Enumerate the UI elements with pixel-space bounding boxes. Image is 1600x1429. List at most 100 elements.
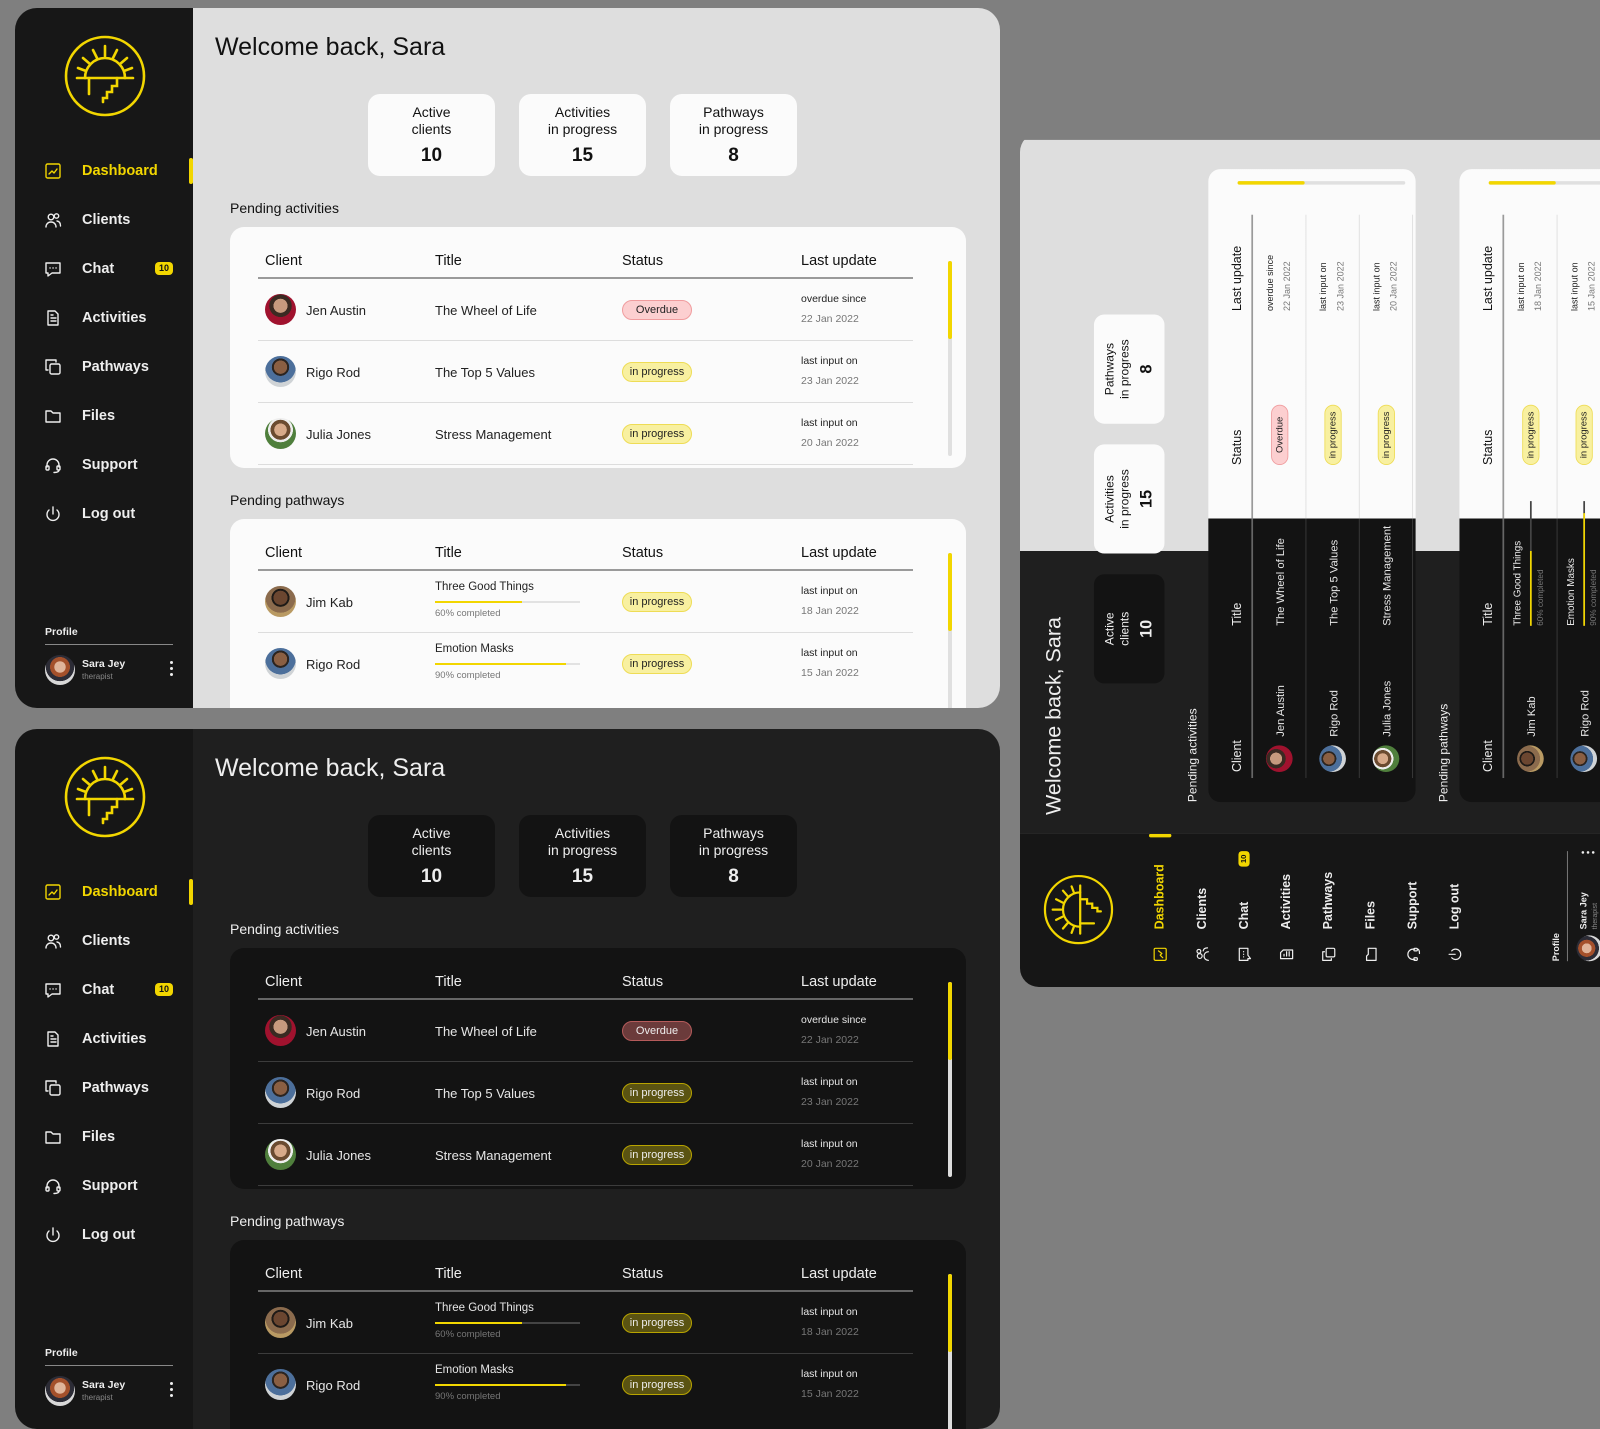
more-options-icon[interactable] xyxy=(167,1380,177,1400)
column-header[interactable]: Client xyxy=(265,253,302,269)
client-avatar xyxy=(1517,745,1544,772)
profile-avatar[interactable] xyxy=(45,1376,75,1406)
sidebar-item-support[interactable]: Support xyxy=(15,447,193,483)
sidebar-item-pathways[interactable]: Pathways xyxy=(15,349,193,385)
column-header[interactable]: Title xyxy=(1482,603,1496,626)
column-header[interactable]: Title xyxy=(435,253,462,269)
sidebar-item-support[interactable]: Support xyxy=(1398,834,1429,987)
sidebar-item-log-out[interactable]: Log out xyxy=(15,496,193,532)
sidebar-item-clients[interactable]: Clients xyxy=(15,202,193,238)
sidebar-item-support[interactable]: Support xyxy=(15,1168,193,1204)
scrollbar-thumb[interactable] xyxy=(948,261,952,339)
sidebar-item-log-out[interactable]: Log out xyxy=(1440,834,1471,987)
sidebar-item-activities[interactable]: Activities xyxy=(15,300,193,336)
column-header[interactable]: Status xyxy=(1482,430,1496,465)
column-header[interactable]: Last update xyxy=(1231,246,1245,311)
scrollbar-thumb[interactable] xyxy=(1489,181,1556,184)
more-options-icon[interactable] xyxy=(1580,848,1597,857)
column-header[interactable]: Last update xyxy=(1482,246,1496,311)
sidebar-item-label: Dashboard xyxy=(82,884,158,900)
profile-avatar[interactable] xyxy=(45,655,75,685)
scrollbar-thumb[interactable] xyxy=(948,553,952,631)
sidebar-item-pathways[interactable]: Pathways xyxy=(1313,834,1344,987)
sidebar-item-log-out[interactable]: Log out xyxy=(15,1217,193,1253)
column-header[interactable]: Last update xyxy=(801,1266,877,1282)
column-header[interactable]: Title xyxy=(435,974,462,990)
sidebar-item-clients[interactable]: Clients xyxy=(1187,834,1218,987)
scrollbar-thumb[interactable] xyxy=(1238,181,1305,184)
status-badge: in progress xyxy=(1576,405,1593,465)
sidebar-item-files[interactable]: Files xyxy=(15,398,193,434)
column-header[interactable]: Title xyxy=(435,1266,462,1282)
column-header[interactable]: Status xyxy=(622,253,663,269)
scrollbar[interactable] xyxy=(948,1274,952,1429)
scrollbar[interactable] xyxy=(948,261,952,456)
column-header[interactable]: Status xyxy=(1231,430,1245,465)
scrollbar[interactable] xyxy=(1238,181,1406,184)
profile-avatar[interactable] xyxy=(1576,935,1600,961)
more-options-icon[interactable] xyxy=(167,659,177,679)
sidebar-item-dashboard[interactable]: Dashboard xyxy=(15,153,193,189)
sun-head-logo xyxy=(1042,873,1114,945)
client-name: Rigo Rod xyxy=(306,657,360,672)
stat-label: Activities xyxy=(555,104,610,120)
column-header[interactable]: Title xyxy=(1231,603,1245,626)
column-header[interactable]: Client xyxy=(265,974,302,990)
sidebar-item-activities[interactable]: Activities xyxy=(15,1021,193,1057)
sidebar-item-dashboard[interactable]: Dashboard xyxy=(1145,834,1176,987)
scrollbar[interactable] xyxy=(948,982,952,1177)
column-header[interactable]: Last update xyxy=(801,253,877,269)
stat-label: clients xyxy=(412,842,452,858)
column-header[interactable]: Client xyxy=(265,1266,302,1282)
column-header[interactable]: Client xyxy=(1231,740,1245,772)
scrollbar-thumb[interactable] xyxy=(948,982,952,1060)
sidebar-item-files[interactable]: Files xyxy=(1355,834,1386,987)
sidebar-item-clients[interactable]: Clients xyxy=(15,923,193,959)
update-date: 23 Jan 2022 xyxy=(801,1096,859,1108)
scrollbar[interactable] xyxy=(948,553,952,708)
stat-value: 10 xyxy=(368,866,495,888)
sidebar-item-files[interactable]: Files xyxy=(15,1119,193,1155)
column-header[interactable]: Last update xyxy=(801,545,877,561)
sidebar-item-activities[interactable]: Activities xyxy=(1271,834,1302,987)
scrollbar-thumb[interactable] xyxy=(948,1274,952,1352)
sidebar-item-pathways[interactable]: Pathways xyxy=(15,1070,193,1106)
column-header[interactable]: Status xyxy=(622,545,663,561)
sidebar-item-label: Support xyxy=(1406,882,1420,930)
column-header[interactable]: Status xyxy=(622,1266,663,1282)
column-header[interactable]: Title xyxy=(435,545,462,561)
column-header[interactable]: Status xyxy=(622,974,663,990)
scrollbar[interactable] xyxy=(1489,181,1600,184)
column-header[interactable]: Client xyxy=(265,545,302,561)
sidebar-item-dashboard[interactable]: Dashboard xyxy=(15,874,193,910)
column-header[interactable]: Client xyxy=(1482,740,1496,772)
column-header[interactable]: Last update xyxy=(801,974,877,990)
